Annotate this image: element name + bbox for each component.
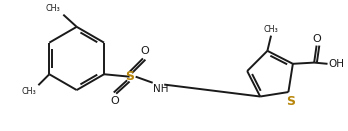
Text: CH₃: CH₃ [22,87,37,96]
Text: O: O [140,46,149,56]
Text: S: S [286,95,295,108]
Text: O: O [110,96,119,106]
Text: NH: NH [153,84,169,94]
Text: CH₃: CH₃ [264,25,278,34]
Text: OH: OH [329,59,345,69]
Text: O: O [313,34,322,44]
Text: CH₃: CH₃ [46,4,60,13]
Text: S: S [125,70,134,83]
